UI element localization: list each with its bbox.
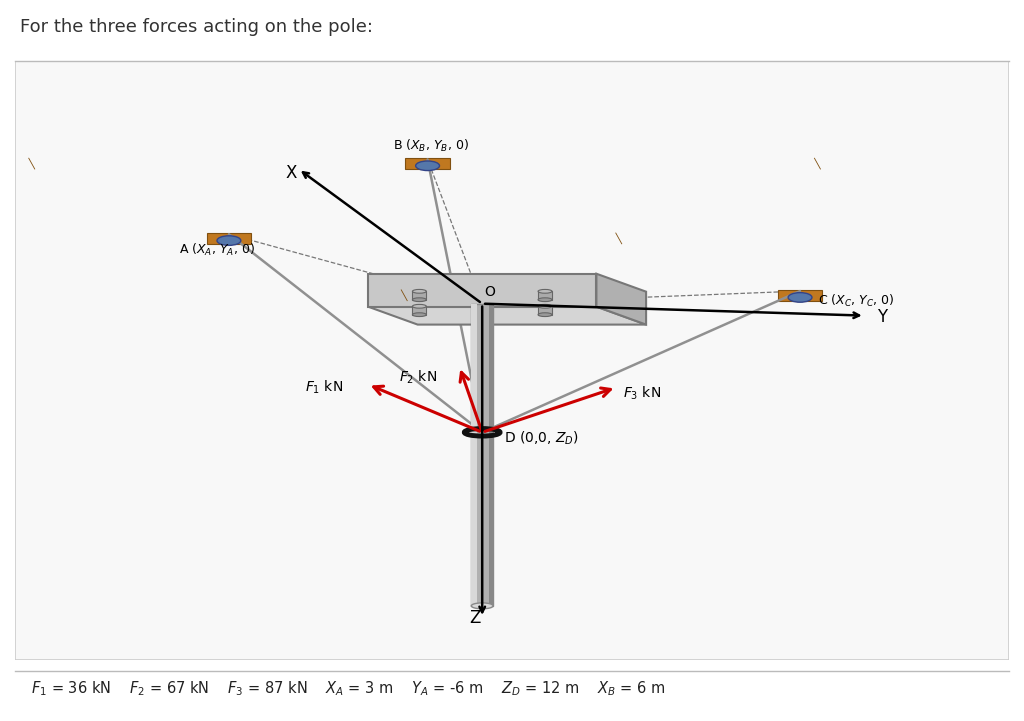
Text: $F_1$ = 36 kN    $F_2$ = 67 kN    $F_3$ = 87 kN    $X_A$ = 3 m    $Y_A$ = -6 m  : $F_1$ = 36 kN $F_2$ = 67 kN $F_3$ = 87 k… [31, 679, 666, 698]
Ellipse shape [217, 236, 241, 245]
Text: O: O [484, 285, 496, 298]
Text: Y: Y [878, 309, 888, 327]
Bar [538, 291, 552, 300]
Bar [538, 306, 552, 314]
Ellipse shape [538, 313, 552, 317]
Ellipse shape [788, 293, 812, 302]
Text: X: X [286, 164, 297, 182]
Ellipse shape [538, 298, 552, 301]
Ellipse shape [413, 313, 426, 317]
Text: D (0,0, $Z_D$): D (0,0, $Z_D$) [504, 430, 579, 447]
Text: B ($X_B$, $Y_B$, 0): B ($X_B$, $Y_B$, 0) [392, 138, 469, 154]
Polygon shape [368, 274, 596, 306]
Ellipse shape [538, 304, 552, 308]
Bar [488, 304, 494, 606]
Text: A ($X_A$, $Y_A$, 0): A ($X_A$, $Y_A$, 0) [179, 242, 255, 258]
Ellipse shape [416, 161, 439, 171]
Ellipse shape [413, 298, 426, 301]
Text: For the three forces acting on the pole:: For the three forces acting on the pole: [20, 18, 374, 36]
Ellipse shape [538, 289, 552, 293]
Ellipse shape [413, 289, 426, 293]
Bar [207, 233, 251, 244]
Polygon shape [368, 306, 646, 324]
Text: $F_3$ kN: $F_3$ kN [624, 385, 662, 402]
Ellipse shape [471, 603, 494, 609]
Bar [413, 291, 426, 300]
Ellipse shape [413, 304, 426, 308]
Polygon shape [596, 274, 646, 324]
Bar [471, 304, 494, 606]
Bar [406, 158, 450, 169]
Text: $F_2$ kN: $F_2$ kN [399, 368, 437, 386]
Text: $F_1$ kN: $F_1$ kN [305, 379, 343, 396]
Text: Z: Z [470, 609, 481, 627]
Bar [471, 304, 477, 606]
Text: C ($X_C$, $Y_C$, 0): C ($X_C$, $Y_C$, 0) [818, 293, 894, 309]
Bar [413, 306, 426, 314]
Bar [777, 290, 822, 301]
